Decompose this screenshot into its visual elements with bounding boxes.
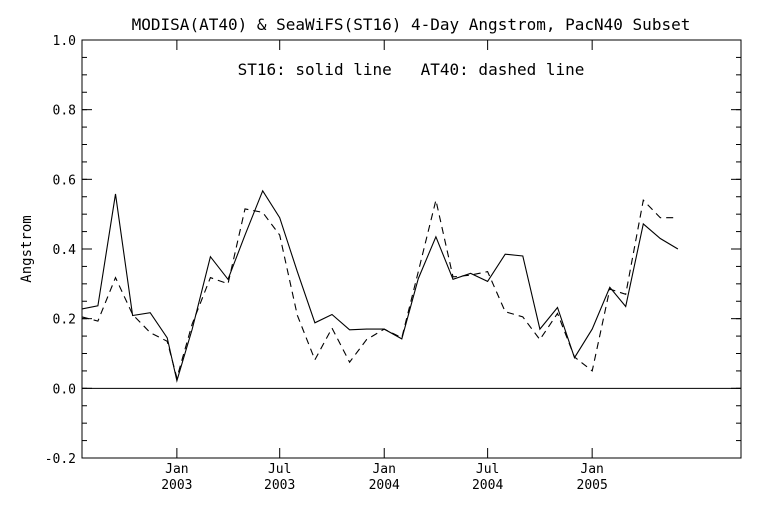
x-tick-year-label: 2004 — [472, 478, 503, 493]
y-tick-label: 1.0 — [53, 34, 76, 49]
x-tick-year-label: 2005 — [577, 478, 608, 493]
y-tick-label: 0.8 — [53, 104, 76, 119]
chart-title: MODISA(AT40) & SeaWiFS(ST16) 4-Day Angst… — [132, 15, 691, 34]
x-tick-month-label: Jul — [476, 462, 499, 477]
x-tick-month-label: Jan — [580, 462, 603, 477]
x-tick-year-label: 2004 — [369, 478, 400, 493]
y-tick-label: 0.0 — [53, 382, 76, 397]
x-tick-month-label: Jul — [268, 462, 291, 477]
series-line-st16 — [82, 189, 679, 383]
axis-ticks: -0.20.00.20.40.60.81.0Jan2003Jul2003Jan2… — [45, 34, 741, 493]
x-tick-year-label: 2003 — [161, 478, 192, 493]
y-axis-label: Angstrom — [19, 215, 35, 282]
y-tick-label: -0.2 — [45, 452, 76, 467]
x-tick-month-label: Jan — [372, 462, 395, 477]
y-tick-label: 0.6 — [53, 173, 76, 188]
y-tick-label: 0.2 — [53, 313, 76, 328]
line-style-legend: ST16: solid line AT40: dashed line — [238, 60, 585, 79]
series-line-at40 — [82, 199, 678, 380]
y-tick-label: 0.4 — [53, 243, 77, 258]
series-lines — [82, 189, 679, 383]
plot-frame — [81, 39, 742, 459]
x-tick-year-label: 2003 — [264, 478, 295, 493]
x-tick-month-label: Jan — [165, 462, 188, 477]
